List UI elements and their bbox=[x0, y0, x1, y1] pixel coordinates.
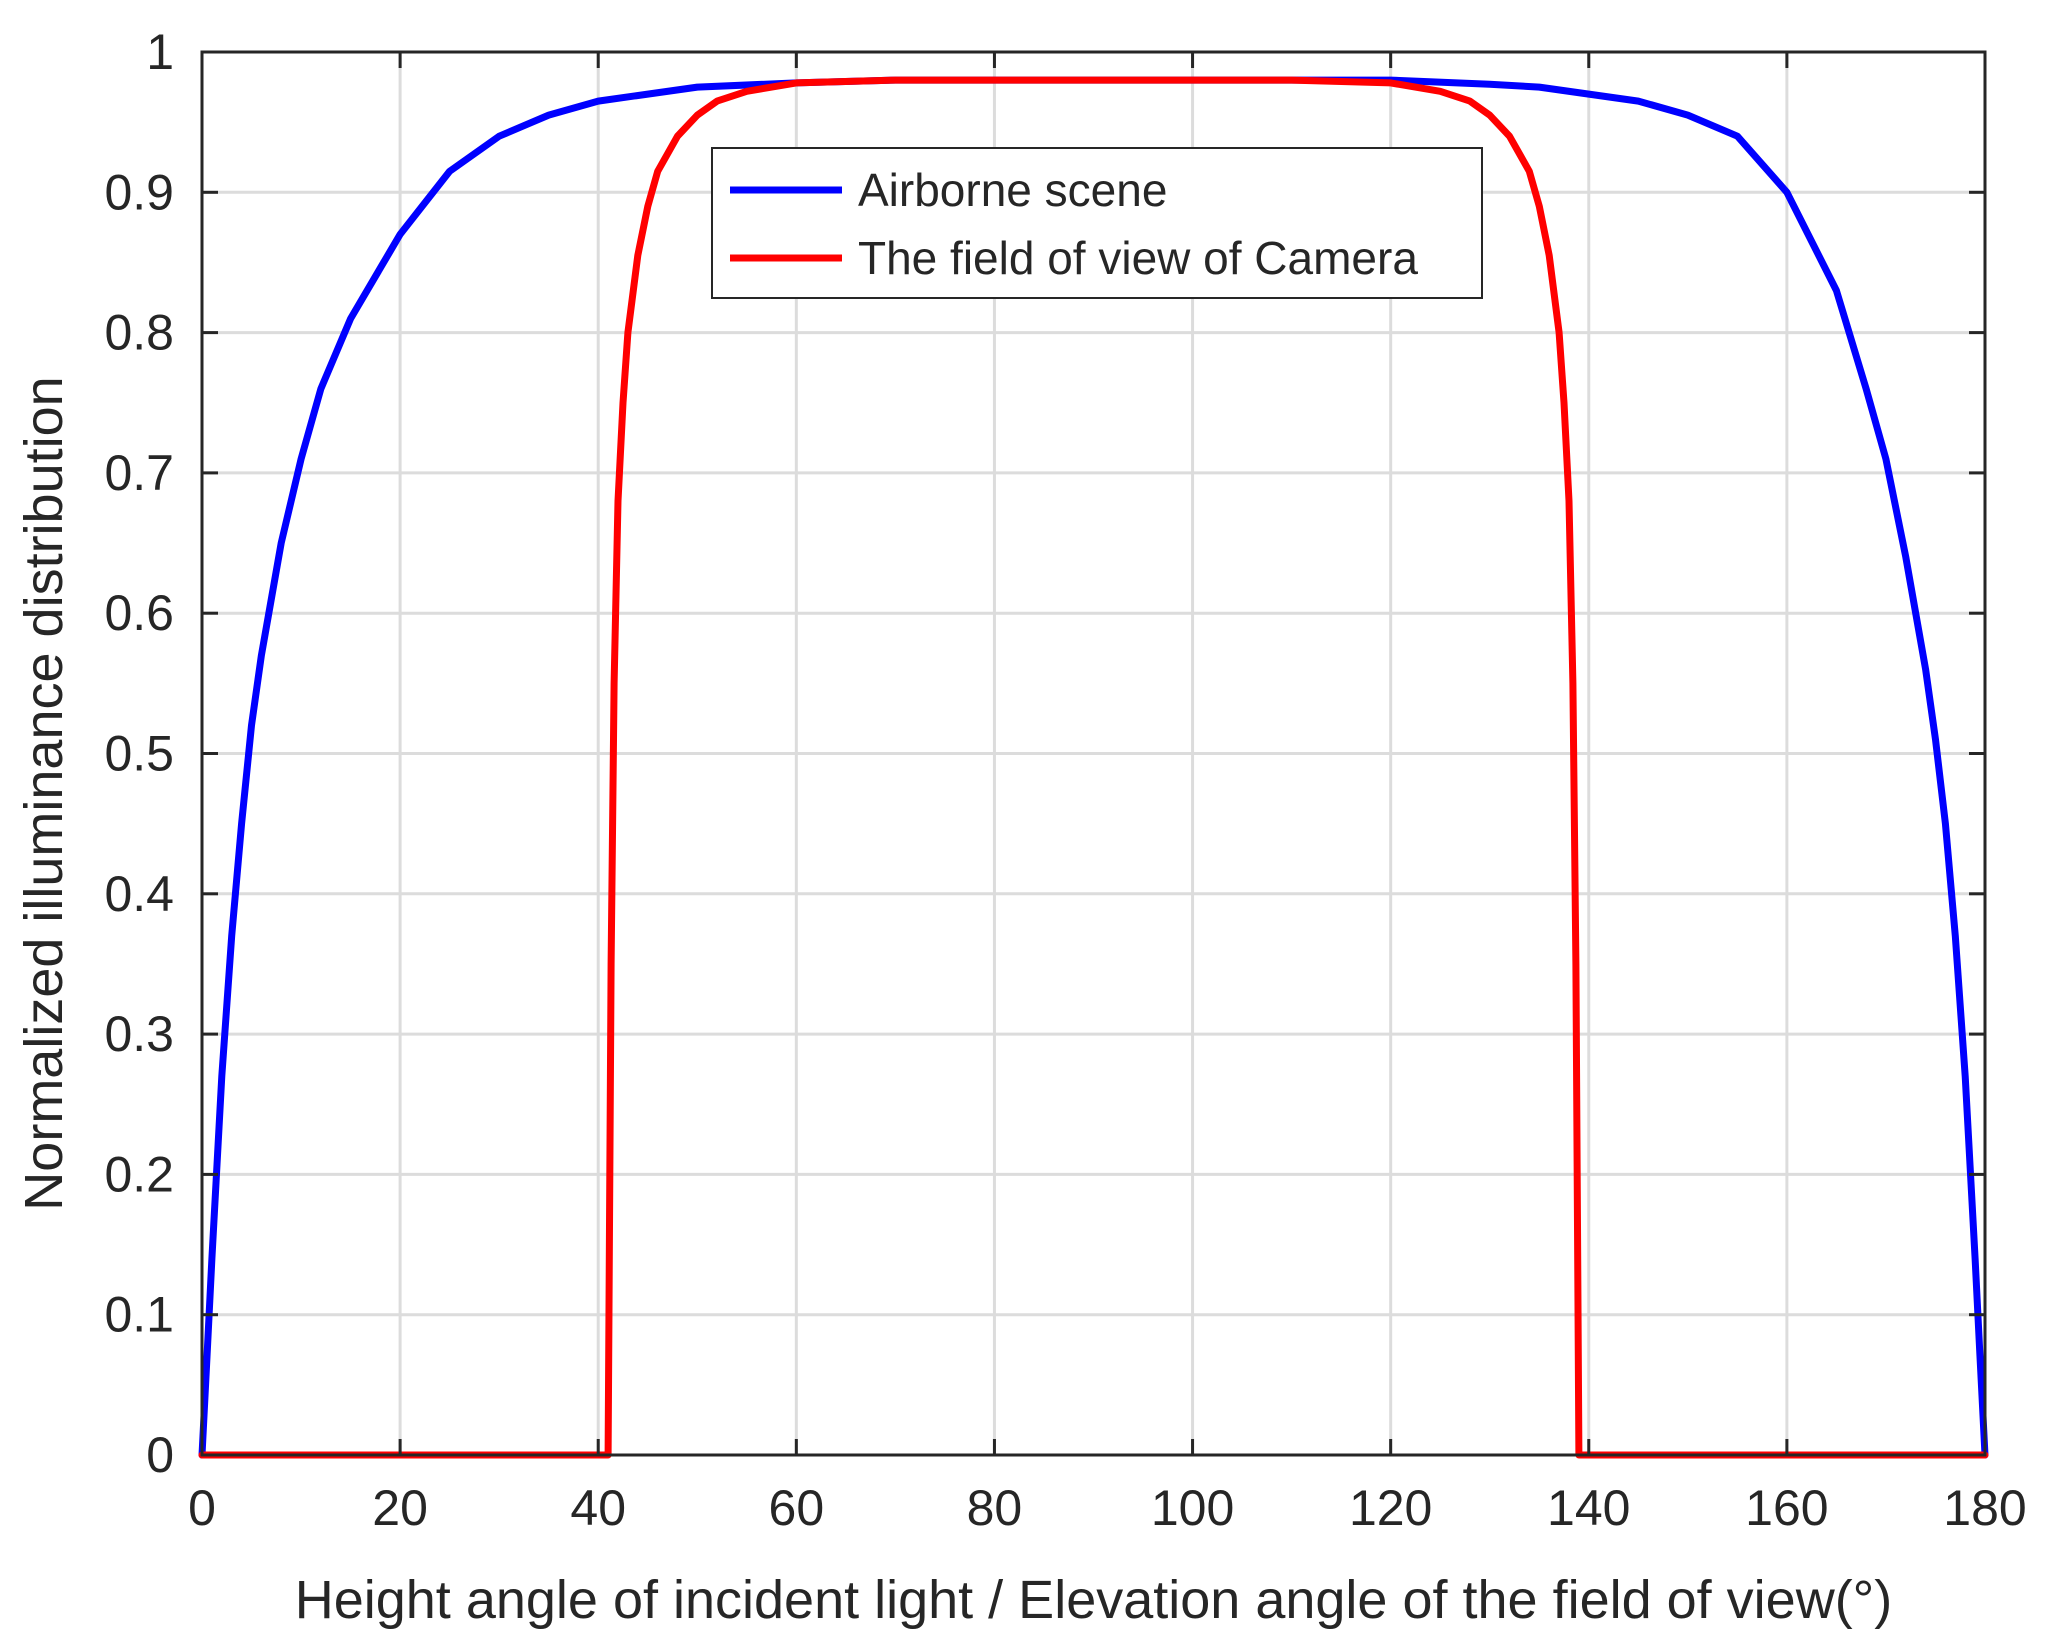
y-tick-label: 0.7 bbox=[104, 445, 174, 501]
legend-box bbox=[711, 147, 1483, 299]
y-tick-label: 0 bbox=[146, 1427, 174, 1483]
y-tick-label: 0.9 bbox=[104, 164, 174, 220]
legend: Airborne scene The field of view of Came… bbox=[711, 147, 1483, 299]
y-tick-labels: 0 0.1 0.2 0.3 0.4 0.5 0.6 0.7 0.8 0.9 1 bbox=[104, 24, 174, 1483]
y-tick-label: 0.4 bbox=[104, 866, 174, 922]
x-tick-label: 100 bbox=[1151, 1480, 1234, 1536]
y-tick-label: 0.1 bbox=[104, 1287, 174, 1343]
x-tick-label: 160 bbox=[1745, 1480, 1828, 1536]
x-tick-label: 40 bbox=[570, 1480, 626, 1536]
axis-ticks bbox=[200, 50, 1987, 1457]
legend-label-camera-field-of-view: The field of view of Camera bbox=[858, 232, 1418, 284]
y-tick-label: 0.2 bbox=[104, 1146, 174, 1202]
y-tick-label: 0.8 bbox=[104, 305, 174, 361]
series-line-camera-field-of-view bbox=[198, 76, 1989, 1459]
y-axis-label: Normalized illuminance distribution bbox=[14, 376, 74, 1210]
y-tick-label: 0.3 bbox=[104, 1006, 174, 1062]
x-tick-label: 60 bbox=[769, 1480, 825, 1536]
x-tick-label: 120 bbox=[1349, 1480, 1432, 1536]
legend-label-airborne-scene: Airborne scene bbox=[858, 164, 1167, 216]
x-axis-label: Height angle of incident light / Elevati… bbox=[295, 1570, 1893, 1630]
x-tick-labels: 0 20 40 60 80 100 120 140 160 180 bbox=[188, 1480, 2027, 1536]
series-lines bbox=[198, 76, 1989, 1459]
y-tick-label: 0.5 bbox=[104, 726, 174, 782]
x-tick-label: 140 bbox=[1547, 1480, 1630, 1536]
y-tick-label: 1 bbox=[146, 24, 174, 80]
x-tick-label: 80 bbox=[967, 1480, 1023, 1536]
x-tick-label: 180 bbox=[1943, 1480, 2026, 1536]
x-tick-label: 20 bbox=[372, 1480, 428, 1536]
x-tick-label: 0 bbox=[188, 1480, 216, 1536]
y-tick-label: 0.6 bbox=[104, 585, 174, 641]
